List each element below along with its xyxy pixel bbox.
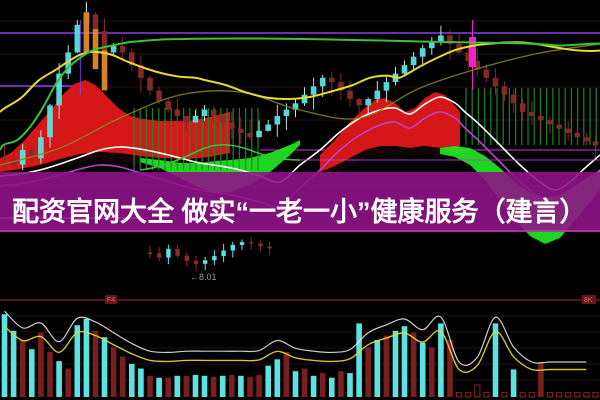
svg-text:F4: F4 (107, 297, 115, 304)
svg-text:8K: 8K (584, 297, 593, 304)
svg-text:←8.01: ←8.01 (190, 272, 217, 282)
